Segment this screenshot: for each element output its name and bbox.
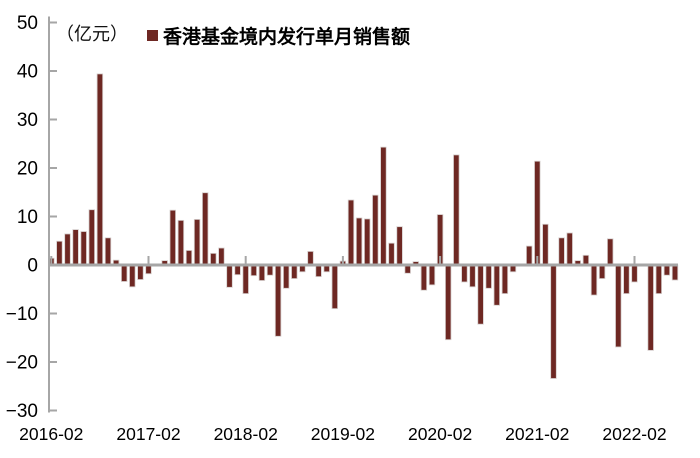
bar-2020-08 (485, 264, 492, 289)
bar-2018-02 (242, 264, 249, 295)
bar-2021-12 (615, 264, 622, 348)
y-axis-unit-label: （亿元） (56, 24, 128, 44)
bar-2019-03 (347, 199, 355, 266)
bar-2017-05 (169, 209, 176, 266)
bar-2018-03 (250, 264, 257, 277)
bar-2021-10 (598, 264, 606, 279)
bar-2022-04 (647, 264, 654, 351)
bar-2016-08 (96, 73, 104, 266)
bar-2018-10 (307, 251, 314, 266)
bar-2021-11 (607, 238, 614, 266)
bar-2016-09 (104, 237, 112, 266)
bar-2020-05 (461, 264, 468, 283)
bar-2020-03 (444, 264, 452, 341)
bar-2020-07 (477, 264, 484, 325)
bar-2019-06 (372, 194, 379, 266)
y-tick-label: 20 (17, 159, 38, 180)
bar-2020-06 (469, 264, 476, 288)
x-tick-label: 2019-02 (311, 424, 375, 444)
bar-2018-06 (274, 264, 282, 337)
bar-2017-06 (177, 219, 185, 266)
x-tick-label: 2021-02 (505, 424, 569, 444)
bar-2019-12 (420, 264, 428, 291)
bar-2017-11 (218, 247, 225, 266)
bar-2018-07 (282, 264, 290, 289)
y-tick-label: 50 (17, 13, 38, 34)
bar-2021-03 (542, 223, 549, 266)
bar-2019-01 (331, 264, 338, 310)
bar-2021-06 (566, 232, 573, 266)
bar-2020-09 (493, 264, 500, 306)
bar-2022-05 (655, 264, 662, 295)
y-tick-label: 10 (17, 207, 38, 228)
bar-2017-10 (210, 252, 217, 266)
bar-2016-11 (121, 264, 128, 282)
y-tick-label: −10 (6, 304, 38, 325)
x-tick-label: 2020-02 (408, 424, 472, 444)
bar-2019-09 (396, 226, 403, 266)
bar-2018-08 (291, 264, 298, 279)
bar-2021-09 (590, 264, 598, 296)
bar-2017-01 (137, 264, 144, 280)
y-tick-label: 0 (27, 256, 38, 277)
bar-2019-05 (363, 218, 371, 266)
x-tick-label: 2017-02 (116, 424, 180, 444)
bar-2018-11 (315, 264, 322, 278)
bar-2021-05 (558, 237, 565, 266)
legend-swatch-icon (147, 30, 158, 41)
bar-2017-07 (185, 250, 193, 266)
bar-2022-01 (623, 264, 630, 295)
x-tick-label: 2018-02 (214, 424, 278, 444)
bar-2016-06 (80, 231, 87, 266)
y-tick-label: −20 (6, 353, 38, 374)
bar-2022-02 (631, 264, 638, 283)
bar-2018-05 (266, 264, 274, 276)
x-tick-label: 2022-02 (602, 424, 666, 444)
bar-2016-03 (56, 240, 63, 266)
bar-2019-08 (388, 242, 395, 266)
y-tick-label: 40 (17, 62, 38, 83)
bar-2020-04 (453, 154, 460, 266)
bar-2020-10 (501, 264, 509, 295)
bar-2016-04 (64, 233, 71, 266)
bar-2022-06 (663, 264, 671, 276)
legend: 香港基金境内发行单月销售额 (147, 22, 410, 49)
x-tick-label: 2016-02 (19, 424, 83, 444)
y-tick-label: −30 (6, 401, 38, 422)
bar-2016-05 (72, 229, 79, 266)
bar-2016-12 (129, 264, 136, 288)
bar-2018-04 (258, 264, 266, 281)
bar-2019-04 (355, 217, 363, 266)
legend-label: 香港基金境内发行单月销售额 (163, 27, 411, 48)
bar-2021-04 (550, 264, 557, 379)
bar-2021-02 (534, 160, 541, 266)
bar-2019-07 (380, 146, 387, 266)
bar-2020-01 (428, 264, 436, 286)
bar-2017-09 (201, 192, 209, 266)
bar-2017-08 (193, 219, 201, 266)
bar-2016-07 (88, 209, 95, 266)
bar-2022-07 (671, 264, 679, 281)
bar-2021-01 (526, 245, 533, 266)
y-tick-label: 30 (17, 110, 38, 131)
bar-2017-12 (226, 264, 233, 288)
